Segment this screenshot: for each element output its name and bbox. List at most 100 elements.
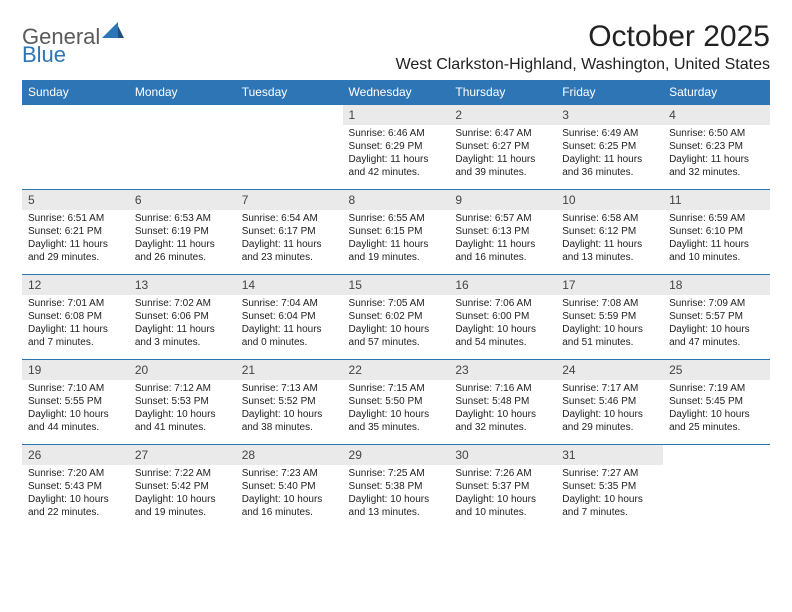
sunrise-line: Sunrise: 7:26 AM	[455, 467, 550, 480]
sunset-line: Sunset: 5:37 PM	[455, 480, 550, 493]
day-detail-cell: Sunrise: 7:10 AMSunset: 5:55 PMDaylight:…	[22, 380, 129, 445]
day-number-cell: 5	[22, 190, 129, 211]
sunrise-line: Sunrise: 7:13 AM	[242, 382, 337, 395]
day-number-cell: 3	[556, 105, 663, 126]
day-detail-cell: Sunrise: 7:04 AMSunset: 6:04 PMDaylight:…	[236, 295, 343, 360]
day-number-cell: 20	[129, 360, 236, 381]
day-number-cell: 24	[556, 360, 663, 381]
daylight-line: Daylight: 11 hours and 3 minutes.	[135, 323, 230, 349]
day-number-cell	[22, 105, 129, 126]
day-number-cell: 6	[129, 190, 236, 211]
sunrise-line: Sunrise: 7:25 AM	[349, 467, 444, 480]
sunrise-line: Sunrise: 7:02 AM	[135, 297, 230, 310]
daylight-line: Daylight: 11 hours and 29 minutes.	[28, 238, 123, 264]
daylight-line: Daylight: 10 hours and 54 minutes.	[455, 323, 550, 349]
logo-icon	[102, 18, 124, 44]
day-number-cell: 21	[236, 360, 343, 381]
day-number-cell: 30	[449, 445, 556, 466]
day-detail-cell: Sunrise: 7:01 AMSunset: 6:08 PMDaylight:…	[22, 295, 129, 360]
day-number-cell	[236, 105, 343, 126]
daylight-line: Daylight: 11 hours and 0 minutes.	[242, 323, 337, 349]
day-detail-cell: Sunrise: 6:59 AMSunset: 6:10 PMDaylight:…	[663, 210, 770, 275]
month-title: October 2025	[396, 20, 770, 54]
day-detail-cell: Sunrise: 7:20 AMSunset: 5:43 PMDaylight:…	[22, 465, 129, 529]
sunset-line: Sunset: 5:40 PM	[242, 480, 337, 493]
sunset-line: Sunset: 6:21 PM	[28, 225, 123, 238]
daylight-line: Daylight: 11 hours and 26 minutes.	[135, 238, 230, 264]
daylight-line: Daylight: 10 hours and 25 minutes.	[669, 408, 764, 434]
sunset-line: Sunset: 6:10 PM	[669, 225, 764, 238]
sunset-line: Sunset: 6:08 PM	[28, 310, 123, 323]
sunset-line: Sunset: 6:19 PM	[135, 225, 230, 238]
day-detail-cell: Sunrise: 6:50 AMSunset: 6:23 PMDaylight:…	[663, 125, 770, 190]
week-daynum-row: 262728293031	[22, 445, 770, 466]
day-detail-cell: Sunrise: 7:08 AMSunset: 5:59 PMDaylight:…	[556, 295, 663, 360]
sunrise-line: Sunrise: 7:12 AM	[135, 382, 230, 395]
sunset-line: Sunset: 6:04 PM	[242, 310, 337, 323]
daylight-line: Daylight: 10 hours and 44 minutes.	[28, 408, 123, 434]
daylight-line: Daylight: 10 hours and 57 minutes.	[349, 323, 444, 349]
location: West Clarkston-Highland, Washington, Uni…	[396, 56, 770, 74]
sunset-line: Sunset: 5:50 PM	[349, 395, 444, 408]
day-detail-cell: Sunrise: 7:05 AMSunset: 6:02 PMDaylight:…	[343, 295, 450, 360]
sunrise-line: Sunrise: 6:47 AM	[455, 127, 550, 140]
day-detail-cell: Sunrise: 7:25 AMSunset: 5:38 PMDaylight:…	[343, 465, 450, 529]
day-number-cell: 16	[449, 275, 556, 296]
day-detail-cell: Sunrise: 7:09 AMSunset: 5:57 PMDaylight:…	[663, 295, 770, 360]
day-detail-cell: Sunrise: 7:22 AMSunset: 5:42 PMDaylight:…	[129, 465, 236, 529]
day-detail-cell: Sunrise: 7:15 AMSunset: 5:50 PMDaylight:…	[343, 380, 450, 445]
sunset-line: Sunset: 6:12 PM	[562, 225, 657, 238]
day-detail-cell	[663, 465, 770, 529]
day-number-cell: 10	[556, 190, 663, 211]
day-number-cell: 4	[663, 105, 770, 126]
day-detail-cell: Sunrise: 7:13 AMSunset: 5:52 PMDaylight:…	[236, 380, 343, 445]
day-number-cell: 2	[449, 105, 556, 126]
daylight-line: Daylight: 10 hours and 19 minutes.	[135, 493, 230, 519]
week-details-row: Sunrise: 6:51 AMSunset: 6:21 PMDaylight:…	[22, 210, 770, 275]
day-number-cell: 8	[343, 190, 450, 211]
sunset-line: Sunset: 6:06 PM	[135, 310, 230, 323]
day-number-cell	[129, 105, 236, 126]
daylight-line: Daylight: 10 hours and 41 minutes.	[135, 408, 230, 434]
sunset-line: Sunset: 5:52 PM	[242, 395, 337, 408]
sunrise-line: Sunrise: 6:57 AM	[455, 212, 550, 225]
sunset-line: Sunset: 5:46 PM	[562, 395, 657, 408]
week-daynum-row: 567891011	[22, 190, 770, 211]
sunset-line: Sunset: 6:27 PM	[455, 140, 550, 153]
daylight-line: Daylight: 10 hours and 47 minutes.	[669, 323, 764, 349]
day-detail-cell: Sunrise: 6:54 AMSunset: 6:17 PMDaylight:…	[236, 210, 343, 275]
sunset-line: Sunset: 5:42 PM	[135, 480, 230, 493]
sunrise-line: Sunrise: 6:59 AM	[669, 212, 764, 225]
week-daynum-row: 12131415161718	[22, 275, 770, 296]
title-block: October 2025 West Clarkston-Highland, Wa…	[396, 20, 770, 74]
sunrise-line: Sunrise: 7:05 AM	[349, 297, 444, 310]
dow-header: Sunday	[22, 80, 129, 105]
day-detail-cell	[22, 125, 129, 190]
sunrise-line: Sunrise: 7:15 AM	[349, 382, 444, 395]
sunrise-line: Sunrise: 7:27 AM	[562, 467, 657, 480]
day-number-cell: 7	[236, 190, 343, 211]
sunrise-line: Sunrise: 7:22 AM	[135, 467, 230, 480]
day-detail-cell: Sunrise: 7:06 AMSunset: 6:00 PMDaylight:…	[449, 295, 556, 360]
dow-header: Monday	[129, 80, 236, 105]
sunset-line: Sunset: 5:57 PM	[669, 310, 764, 323]
day-detail-cell	[236, 125, 343, 190]
day-number-cell: 28	[236, 445, 343, 466]
day-number-cell: 9	[449, 190, 556, 211]
sunrise-line: Sunrise: 7:01 AM	[28, 297, 123, 310]
daylight-line: Daylight: 11 hours and 23 minutes.	[242, 238, 337, 264]
day-number-cell: 26	[22, 445, 129, 466]
sunrise-line: Sunrise: 7:09 AM	[669, 297, 764, 310]
daylight-line: Daylight: 11 hours and 16 minutes.	[455, 238, 550, 264]
sunset-line: Sunset: 5:35 PM	[562, 480, 657, 493]
daylight-line: Daylight: 11 hours and 36 minutes.	[562, 153, 657, 179]
sunset-line: Sunset: 5:45 PM	[669, 395, 764, 408]
day-number-cell: 1	[343, 105, 450, 126]
day-number-cell: 14	[236, 275, 343, 296]
sunrise-line: Sunrise: 6:53 AM	[135, 212, 230, 225]
sunset-line: Sunset: 6:23 PM	[669, 140, 764, 153]
daylight-line: Daylight: 11 hours and 13 minutes.	[562, 238, 657, 264]
day-number-cell: 23	[449, 360, 556, 381]
day-detail-cell: Sunrise: 6:55 AMSunset: 6:15 PMDaylight:…	[343, 210, 450, 275]
daylight-line: Daylight: 11 hours and 7 minutes.	[28, 323, 123, 349]
